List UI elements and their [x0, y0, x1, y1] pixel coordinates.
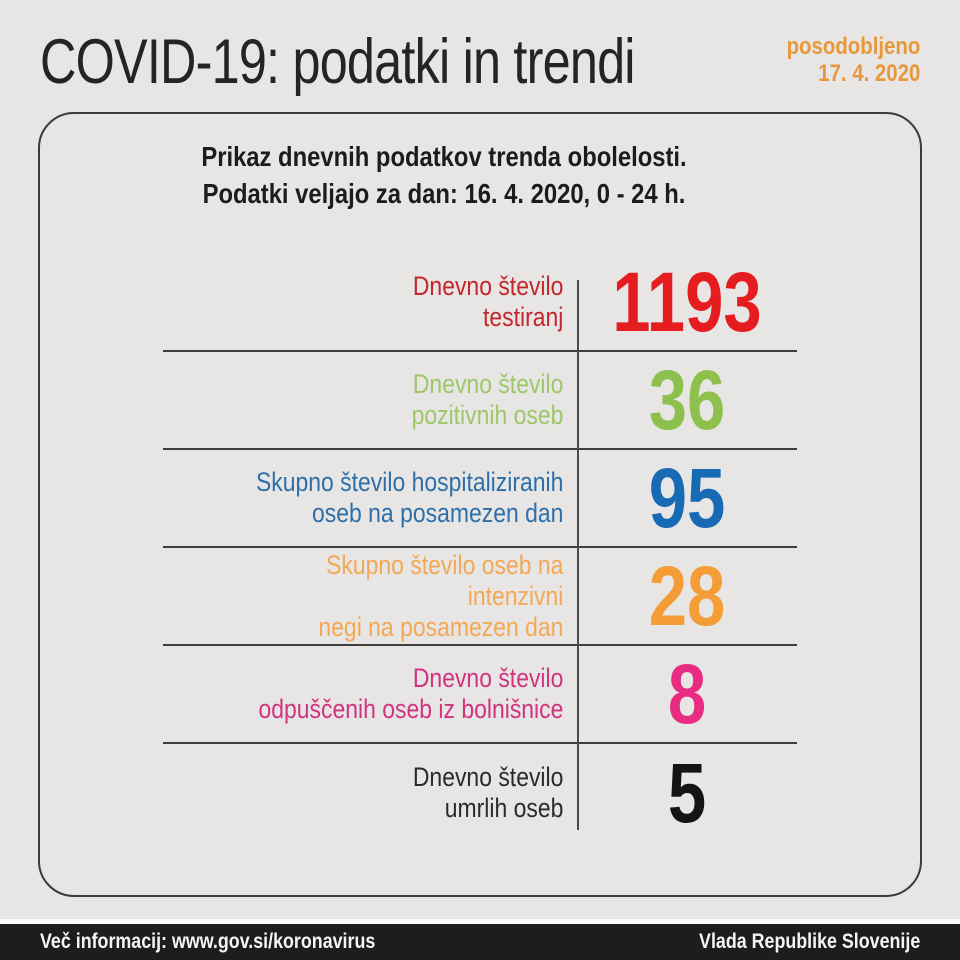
stats-table: Dnevno število testiranj 1193 Dnevno šte…	[163, 254, 797, 842]
updated-badge: posodobljeno 17. 4. 2020	[786, 33, 920, 87]
row-label-line2: negi na posamezen dan	[318, 611, 564, 642]
row-label-line2: testiranj	[483, 302, 564, 332]
column-divider	[577, 280, 579, 830]
row-label-line1: Dnevno število	[412, 762, 564, 792]
row-label: Skupno število hospitaliziranih oseb na …	[225, 467, 577, 529]
page-title: COVID-19: podatki in trendi	[40, 27, 636, 97]
row-label-line1: Skupno število hospitaliziranih	[255, 467, 564, 497]
row-label: Skupno število oseb na intenzivni negi n…	[225, 550, 577, 643]
table-row-testiranja: Dnevno število testiranj 1193	[163, 254, 797, 352]
card-intro: Prikaz dnevnih podatkov trenda obolelost…	[70, 138, 818, 212]
stats-card: Prikaz dnevnih podatkov trenda obolelost…	[38, 112, 922, 897]
table-row-intenzivna-nega: Skupno število oseb na intenzivni negi n…	[163, 548, 797, 646]
card-intro-line2: Podatki veljajo za dan: 16. 4. 2020, 0 -…	[202, 178, 686, 209]
row-label: Dnevno število pozitivnih oseb	[225, 369, 577, 431]
row-label-line2: umrlih oseb	[444, 793, 564, 823]
table-row-hospitalizirani: Skupno število hospitaliziranih oseb na …	[163, 450, 797, 548]
row-value: 8	[667, 647, 707, 741]
card-intro-line1: Prikaz dnevnih podatkov trenda obolelost…	[201, 141, 687, 172]
row-label-line2: pozitivnih oseb	[411, 400, 564, 430]
row-label-line2: oseb na posamezen dan	[312, 498, 564, 528]
footer-top-strip	[0, 919, 960, 924]
row-value: 5	[667, 746, 707, 840]
row-label-line1: Dnevno število	[412, 663, 564, 693]
row-label: Dnevno število odpuščenih oseb iz bolniš…	[225, 663, 577, 725]
updated-label: posodobljeno	[786, 33, 920, 60]
updated-date: 17. 4. 2020	[817, 60, 920, 87]
row-label-line2: odpuščenih oseb iz bolnišnice	[258, 694, 564, 724]
table-row-pozitivni: Dnevno število pozitivnih oseb 36	[163, 352, 797, 450]
row-value: 1193	[612, 255, 762, 349]
row-label-line1: Dnevno število	[412, 369, 564, 399]
row-value: 36	[648, 353, 726, 447]
row-label-line1: Skupno število oseb na intenzivni	[326, 549, 564, 611]
footer-government-name: Vlada Republike Slovenije	[698, 930, 920, 953]
row-label-line1: Dnevno število	[412, 271, 564, 301]
row-value: 28	[648, 549, 726, 643]
row-label: Dnevno število testiranj	[225, 271, 577, 333]
row-label: Dnevno število umrlih oseb	[225, 762, 577, 824]
footer-bar: Več informacij: www.gov.si/koronavirus V…	[0, 924, 960, 960]
row-value: 95	[648, 451, 726, 545]
footer-info-url: Več informacij: www.gov.si/koronavirus	[40, 930, 376, 953]
table-row-odpusceni: Dnevno število odpuščenih oseb iz bolniš…	[163, 646, 797, 744]
table-row-umrli: Dnevno število umrlih oseb 5	[163, 744, 797, 842]
